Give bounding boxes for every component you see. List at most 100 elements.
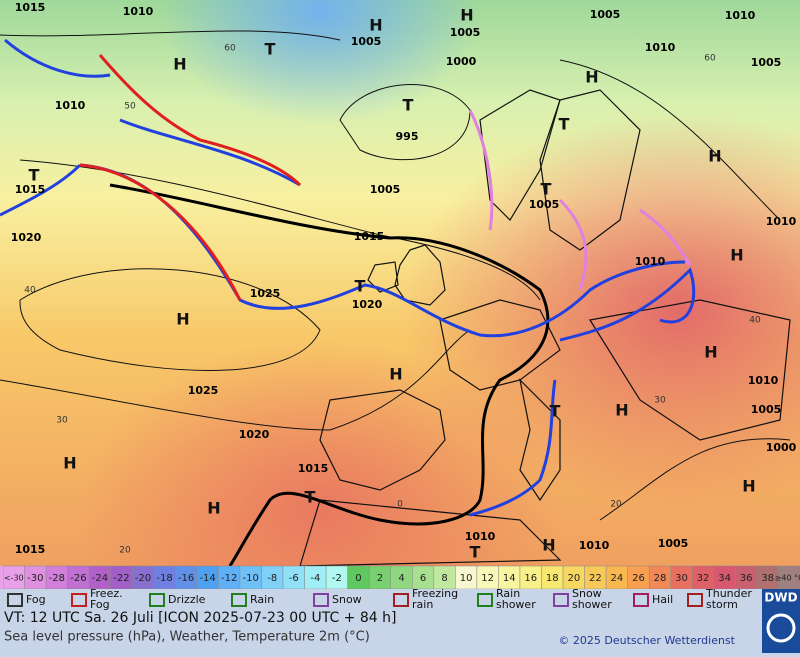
scale-label: -14 <box>199 573 215 584</box>
isobar-label: 1015 <box>15 1 46 14</box>
scale-label: 36 <box>740 573 753 584</box>
pressure-center: H <box>542 536 555 555</box>
grid-label: 60 <box>704 54 716 64</box>
isobar-label: 1025 <box>250 287 281 300</box>
scale-label: 14 <box>503 573 516 584</box>
logo-emblem <box>766 613 796 643</box>
legend-icon <box>393 593 409 607</box>
isobar-label: 1020 <box>352 298 383 311</box>
legend-label: rain <box>412 598 433 611</box>
logo-text: DWD <box>764 591 797 605</box>
description: Sea level pressure (hPa), Weather, Tempe… <box>4 630 370 645</box>
pressure-center: H <box>585 68 598 87</box>
scale-label: -18 <box>156 573 172 584</box>
scale-label: 0 <box>355 573 361 584</box>
legend-icon <box>687 593 703 607</box>
scale-label: 30 <box>675 573 688 584</box>
grid-label: 40 <box>749 316 761 326</box>
isobar-label: 1010 <box>635 255 666 268</box>
scale-label: 26 <box>632 573 645 584</box>
scale-label: 24 <box>611 573 624 584</box>
pressure-center: H <box>460 6 473 25</box>
scale-label: <-30 <box>4 574 24 583</box>
legend-label: storm <box>706 598 738 611</box>
legend-label: Fog <box>90 598 110 611</box>
legend-icon <box>231 593 247 607</box>
legend-icon <box>477 593 493 607</box>
grid-label: 50 <box>124 102 136 112</box>
legend-label: Freez. <box>90 587 123 600</box>
scale-label: -20 <box>135 573 151 584</box>
scale-label: 8 <box>441 573 447 584</box>
isobar-label: 1015 <box>15 183 46 196</box>
grid-label: 30 <box>654 396 666 406</box>
pressure-center: H <box>615 401 628 420</box>
scale-label: 38 <box>761 573 774 584</box>
occluded-front <box>558 198 588 291</box>
isobar-label: 1010 <box>55 99 86 112</box>
isobar-label: 1010 <box>645 41 676 54</box>
scale-label: 32 <box>697 573 710 584</box>
pressure-center: H <box>742 477 755 496</box>
pressure-center: H <box>173 55 186 74</box>
scale-label: 18 <box>546 573 559 584</box>
scale-label: -16 <box>178 573 194 584</box>
legend-label: Snow <box>332 593 362 606</box>
grid-label: 0 <box>397 500 403 510</box>
scale-label: 12 <box>481 573 494 584</box>
isobar-label: 1005 <box>658 537 689 550</box>
isobar-label: 1005 <box>450 26 481 39</box>
scale-label: 16 <box>524 573 537 584</box>
coastlines <box>299 89 791 567</box>
pressure-center: H <box>704 343 717 362</box>
scale-label: 22 <box>589 573 602 584</box>
scale-label: 10 <box>460 573 473 584</box>
pressure-center: H <box>389 365 402 384</box>
pressure-center: H <box>176 310 189 329</box>
isobar-label: 1025 <box>188 384 219 397</box>
scale-label: -8 <box>267 573 277 584</box>
cold-front <box>4 38 111 78</box>
pressure-center: T <box>305 488 316 507</box>
scale-label: 20 <box>567 573 580 584</box>
scale-label: -12 <box>221 573 237 584</box>
legend-panel <box>0 589 800 653</box>
pressure-center: T <box>541 180 552 199</box>
isobar-label: 1005 <box>751 403 782 416</box>
pressure-center: T <box>403 96 414 115</box>
scale-label: -28 <box>49 573 65 584</box>
valid-time: VT: 12 UTC Sa. 26 Juli [ICON 2025-07-23 … <box>4 610 396 626</box>
main-isobar <box>109 183 550 567</box>
scale-label: -10 <box>243 573 259 584</box>
isobar-label: 1010 <box>725 9 756 22</box>
isobar-label: 1000 <box>446 55 477 68</box>
isobar-label: 1005 <box>529 198 560 211</box>
pressure-center: H <box>730 246 743 265</box>
grid-label: 30 <box>56 416 68 426</box>
legend-label: Drizzle <box>168 593 206 606</box>
scale-label: -6 <box>289 573 299 584</box>
scale-left-edge <box>0 566 3 589</box>
scale-label: -2 <box>332 573 342 584</box>
legend-label: Hail <box>652 593 673 606</box>
isobar-label: 1010 <box>766 215 797 228</box>
copyright: © 2025 Deutscher Wetterdienst <box>558 634 735 647</box>
grid-label: 20 <box>610 500 622 510</box>
isobar-label: 1015 <box>15 543 46 556</box>
scale-label: -26 <box>70 573 86 584</box>
pressure-center: H <box>63 454 76 473</box>
legend-label: shower <box>496 598 536 611</box>
pressure-center: T <box>265 40 276 59</box>
cold-front <box>119 118 301 187</box>
pressure-center: T <box>550 402 561 421</box>
scale-label: -22 <box>113 573 129 584</box>
legend-icon <box>71 593 87 607</box>
grid-label: 20 <box>119 546 131 556</box>
grid-label: 60 <box>224 44 236 54</box>
isobar-label: 995 <box>396 130 419 143</box>
temperature-scale: <-30 -30 -28 -26 -24 -22 -20 -18 -16 -14 -12 -10 -8-… <box>0 565 800 590</box>
warm-front <box>79 163 242 301</box>
legend-label: Snow <box>572 587 602 600</box>
map: 1015 1010 1005 1005 1000 995 1005 1005 1015 1010 1… <box>0 0 800 567</box>
